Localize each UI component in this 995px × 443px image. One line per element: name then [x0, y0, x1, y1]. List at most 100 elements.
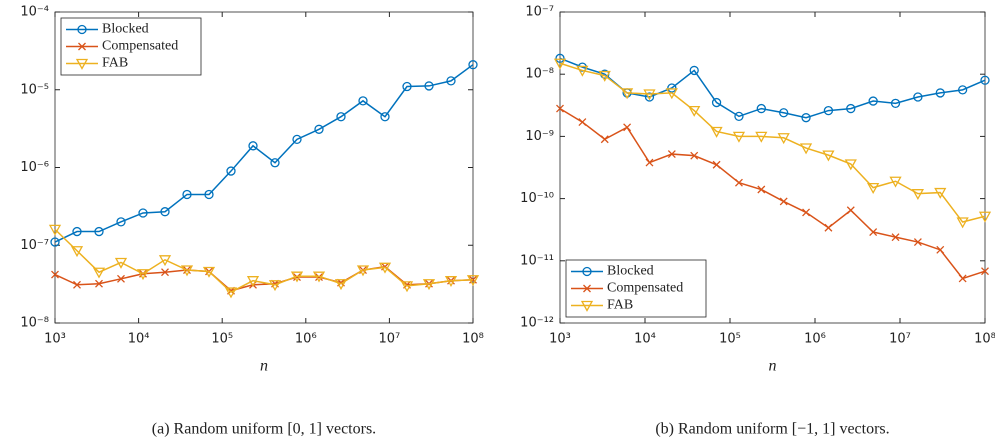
marker — [578, 118, 587, 127]
marker — [138, 208, 148, 218]
x-axis-label: n — [260, 358, 268, 375]
marker — [402, 81, 412, 92]
marker — [958, 274, 967, 283]
marker — [802, 208, 811, 217]
marker — [822, 150, 835, 162]
marker — [312, 271, 326, 283]
marker — [553, 58, 567, 70]
marker — [314, 124, 324, 134]
x-tick-label: 10⁵ — [719, 332, 741, 347]
x-tick-label: 10⁷ — [379, 332, 401, 347]
x-tick-label: 10⁷ — [889, 332, 911, 347]
marker — [936, 245, 945, 254]
marker — [466, 275, 480, 287]
marker — [779, 108, 789, 118]
x-axis-label: n — [769, 358, 777, 375]
y-tick-label: 10⁻⁷ — [20, 238, 49, 253]
marker — [890, 98, 901, 108]
marker — [957, 85, 968, 95]
marker — [95, 279, 103, 288]
marker — [224, 287, 238, 299]
marker — [799, 143, 813, 155]
y-tick-label: 10⁻⁶ — [20, 160, 49, 175]
y-tick-label: 10⁻⁴ — [20, 5, 49, 20]
marker — [444, 276, 458, 288]
marker — [94, 226, 104, 237]
marker — [293, 273, 301, 282]
marker — [620, 88, 634, 100]
marker — [978, 211, 992, 223]
marker — [824, 223, 833, 232]
marker — [158, 255, 172, 267]
marker — [757, 185, 766, 194]
marker — [980, 75, 990, 85]
marker — [598, 70, 611, 82]
marker — [160, 207, 170, 217]
marker — [77, 24, 87, 35]
y-tick-label: 10⁻⁵ — [20, 82, 49, 97]
marker — [645, 158, 654, 167]
marker — [732, 131, 746, 143]
x-tick-label: 10³ — [44, 332, 66, 347]
marker — [779, 197, 788, 206]
marker — [246, 276, 260, 288]
marker — [711, 97, 722, 108]
y-tick-label: 10⁻¹⁰ — [520, 191, 554, 206]
marker — [576, 65, 589, 77]
y-tick-label: 10⁻⁹ — [525, 129, 554, 144]
marker — [868, 96, 878, 106]
y-tick-label: 10⁻¹² — [520, 316, 554, 331]
marker — [469, 275, 477, 284]
marker — [226, 166, 236, 176]
marker — [644, 92, 655, 102]
marker — [755, 131, 768, 143]
marker — [734, 178, 743, 187]
marker — [889, 176, 902, 188]
marker — [643, 89, 656, 101]
marker — [51, 270, 59, 279]
marker — [50, 237, 60, 247]
x-tick-label: 10⁸ — [974, 332, 995, 347]
marker — [583, 284, 591, 293]
marker — [73, 280, 81, 289]
marker — [292, 134, 302, 145]
marker — [334, 279, 348, 291]
marker — [688, 105, 701, 117]
marker — [75, 58, 89, 70]
marker — [846, 103, 856, 114]
marker — [777, 133, 790, 145]
marker — [72, 226, 82, 237]
marker — [356, 265, 370, 277]
legend-label: Compensated — [607, 281, 683, 296]
marker — [117, 274, 125, 283]
y-tick-label: 10⁻¹¹ — [520, 253, 554, 268]
marker — [114, 257, 128, 269]
marker — [400, 281, 414, 293]
marker — [182, 189, 192, 200]
caption: (a) Random uniform [0, 1] vectors. — [152, 421, 376, 438]
marker — [446, 76, 456, 86]
marker — [468, 60, 478, 70]
marker — [422, 279, 436, 291]
marker — [623, 123, 632, 132]
legend-label: FAB — [607, 298, 633, 313]
marker — [202, 266, 216, 278]
y-tick-label: 10⁻⁸ — [20, 316, 49, 331]
marker — [734, 111, 744, 122]
marker — [380, 112, 390, 122]
marker — [846, 206, 855, 215]
marker — [689, 65, 699, 76]
marker — [712, 160, 721, 169]
marker — [116, 217, 126, 227]
x-tick-label: 10³ — [549, 332, 571, 347]
marker — [911, 189, 924, 201]
marker — [690, 151, 699, 160]
series-line — [559, 107, 986, 280]
marker — [869, 228, 878, 236]
marker — [555, 53, 565, 63]
marker — [667, 150, 676, 159]
marker — [580, 300, 594, 312]
marker — [935, 88, 945, 98]
x-tick-label: 10⁵ — [211, 332, 233, 347]
marker — [823, 105, 834, 116]
